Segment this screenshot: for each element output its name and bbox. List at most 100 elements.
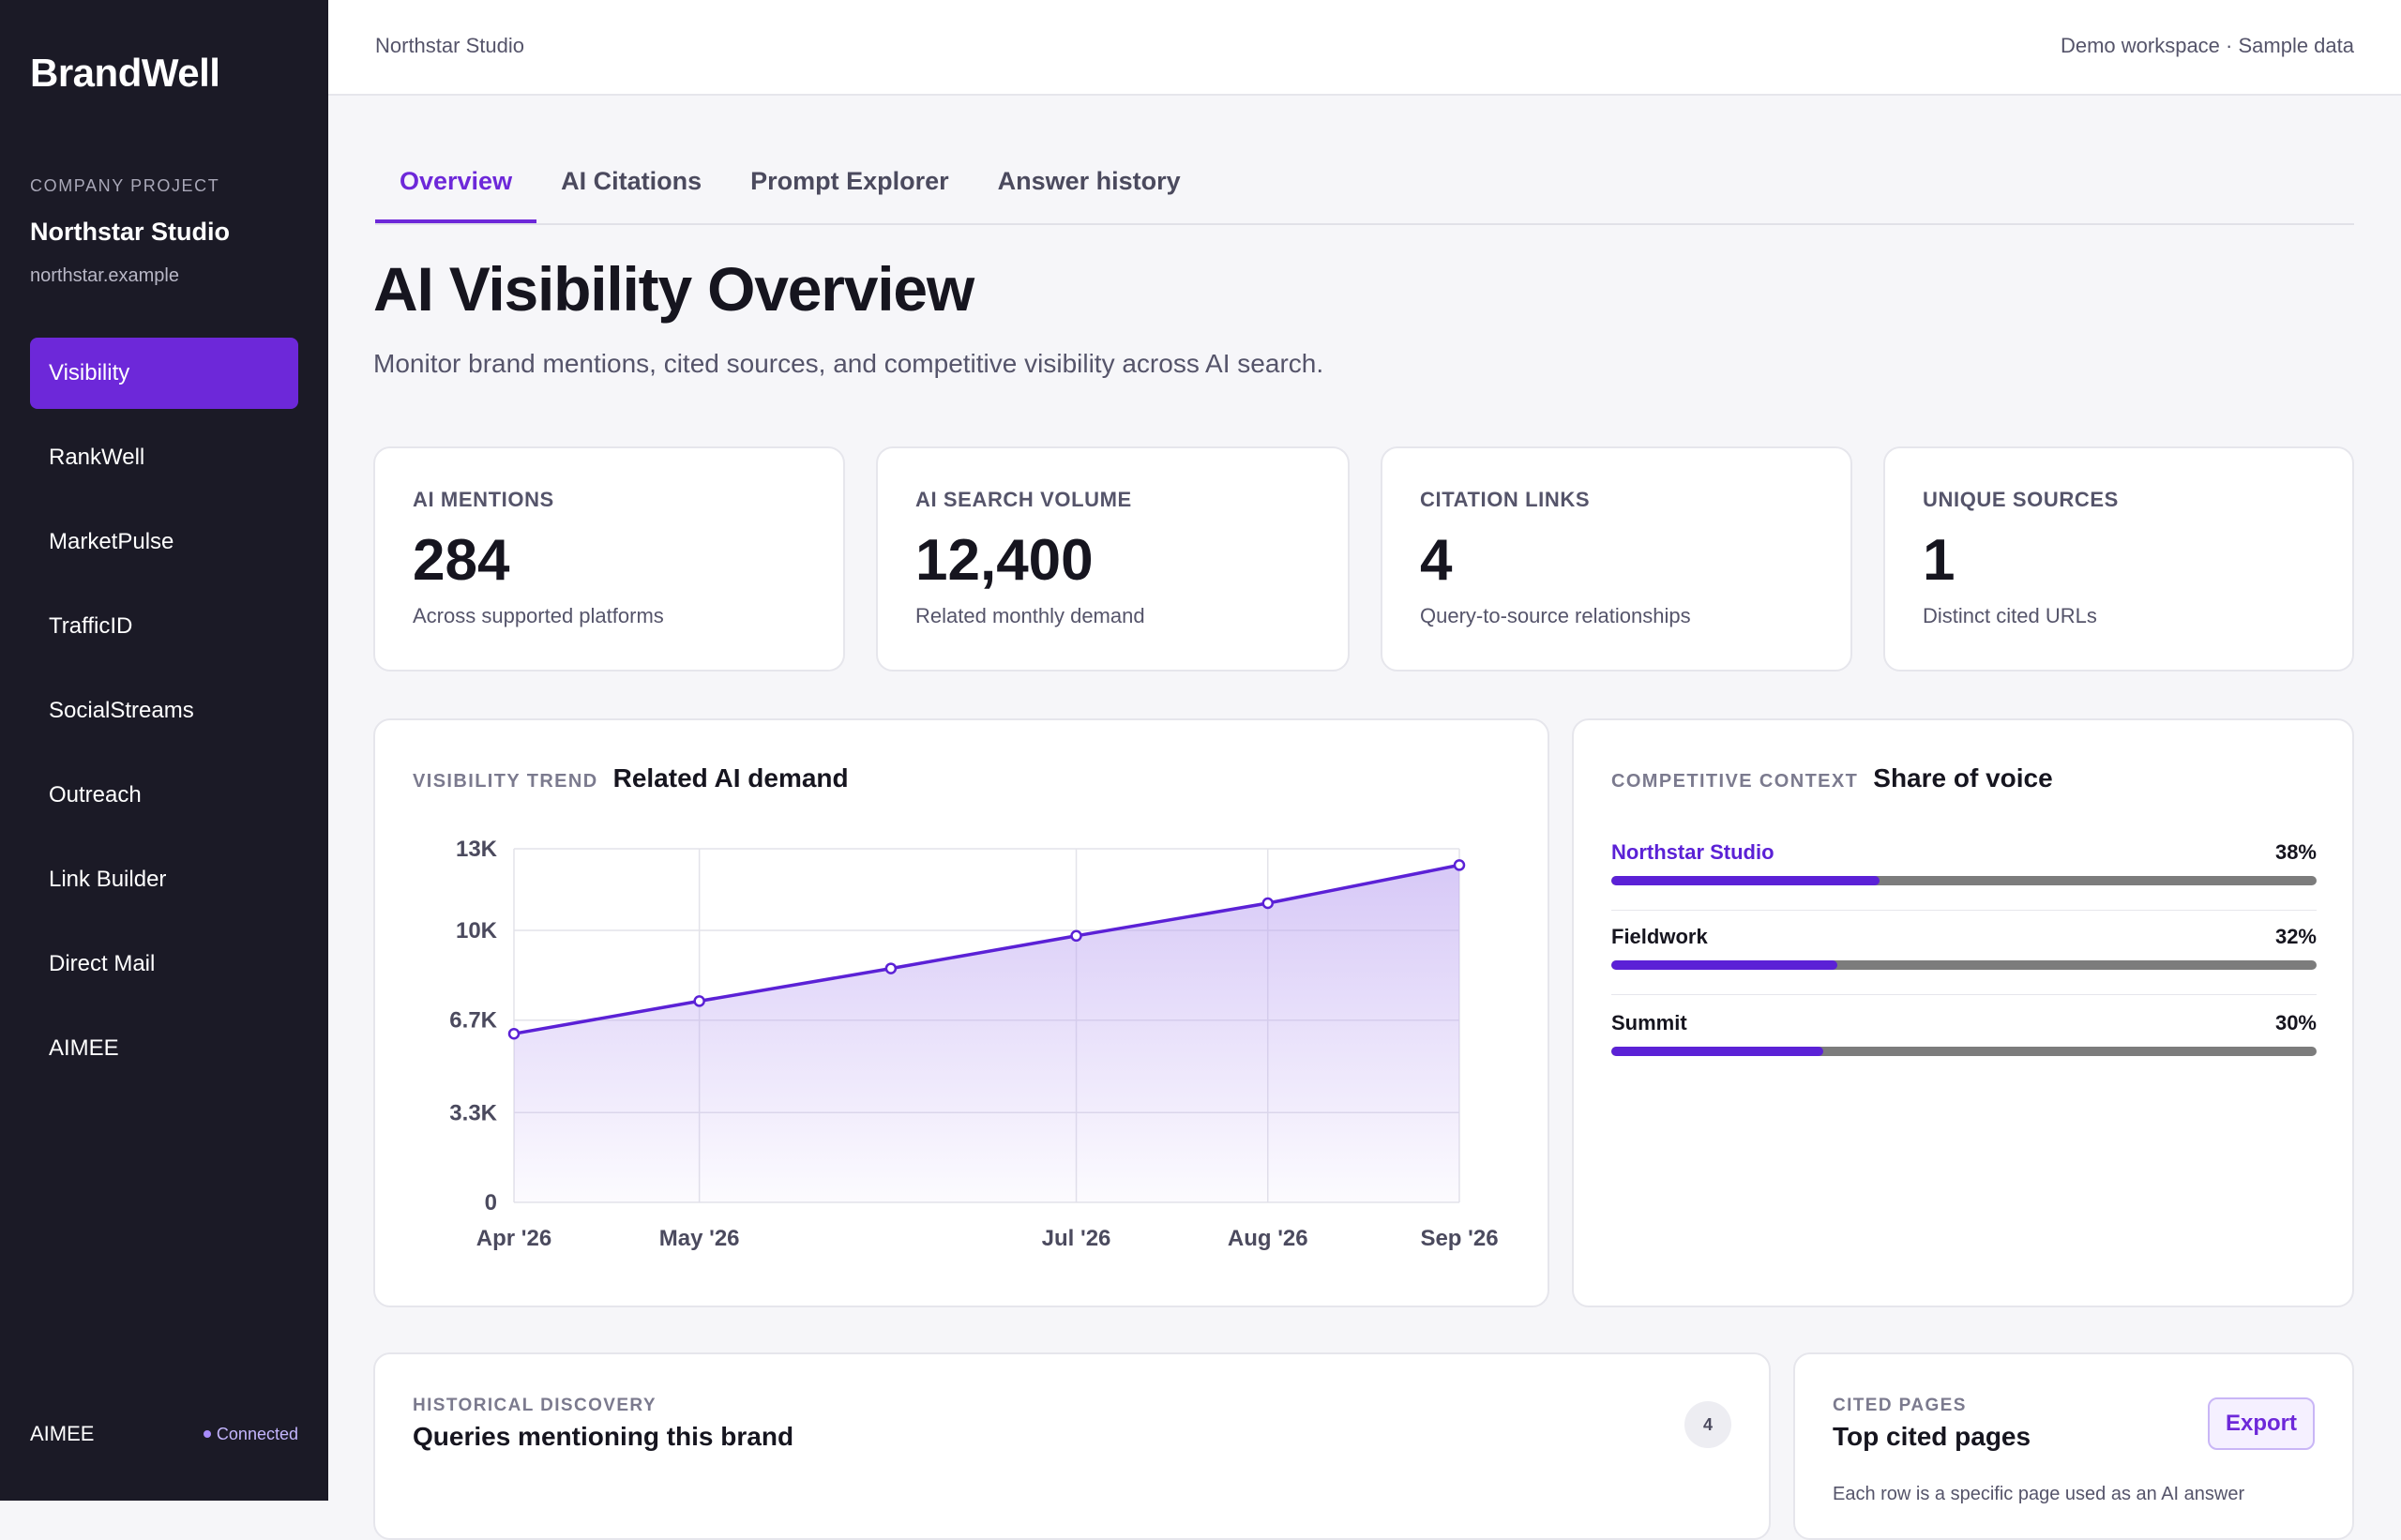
sidebar-item-outreach[interactable]: Outreach xyxy=(30,760,298,831)
kpi-caption: Across supported platforms xyxy=(413,604,664,627)
historical-kicker: HISTORICAL DISCOVERY xyxy=(413,1396,657,1415)
x-tick-label: Sep '26 xyxy=(1420,1226,1498,1251)
kpi-label: AI SEARCH VOLUME xyxy=(915,488,1132,511)
kpi-value: 284 xyxy=(413,528,510,593)
sidebar-item-link-builder[interactable]: Link Builder xyxy=(30,844,298,915)
sidebar-item-label: Outreach xyxy=(49,782,142,808)
status-dot-icon xyxy=(203,1430,211,1438)
sov-row-header: Summit 30% xyxy=(1611,1011,2317,1035)
brand-logo[interactable]: BrandWell xyxy=(30,51,220,95)
sidebar-item-label: Link Builder xyxy=(49,867,167,892)
series-line xyxy=(513,863,1460,1035)
sidebar-item-trafficid[interactable]: TrafficID xyxy=(30,591,298,662)
sidebar-nav: Visibility RankWell MarketPulse TrafficID So… xyxy=(30,338,298,1097)
data-point xyxy=(884,962,898,974)
trend-chart: 0 3.3K 6.7K 10K 13K Apr '26 May '26 Jul '26 Aug … xyxy=(449,837,1498,1251)
sov-row: Summit 30% xyxy=(1611,1011,2317,1056)
cited-pages-description: Each row is a specific page used as an A… xyxy=(1833,1484,2245,1504)
visibility-trend-card: VISIBILITY TREND Related AI demand 0 3.3K… xyxy=(373,718,1549,1307)
sov-row: Northstar Studio 38% xyxy=(1611,840,2317,885)
competitor-name: Fieldwork xyxy=(1611,925,1708,948)
kpi-label: AI MENTIONS xyxy=(413,488,554,511)
data-point xyxy=(507,1027,521,1040)
sidebar-item-visibility[interactable]: Visibility xyxy=(30,338,298,409)
sov-divider xyxy=(1611,910,2317,911)
share-bar-track xyxy=(1611,1047,2317,1056)
page-title: AI Visibility Overview xyxy=(373,254,974,324)
sov-divider xyxy=(1611,994,2317,995)
series-area-fill xyxy=(514,865,1459,1202)
share-bar-fill xyxy=(1611,960,1837,970)
tab-bar: Overview AI Citations Prompt Explorer Answe… xyxy=(375,150,2354,225)
workspace-breadcrumb: Northstar Studio xyxy=(375,34,524,57)
share-bar-fill xyxy=(1611,1047,1823,1056)
kpi-card-citation-links: CITATION LINKS 4 Query-to-source relatio… xyxy=(1381,446,1852,672)
kpi-label: CITATION LINKS xyxy=(1420,488,1591,511)
y-tick-label: 10K xyxy=(456,918,498,944)
sidebar-item-aimee[interactable]: AIMEE xyxy=(30,1013,298,1084)
kpi-caption: Query-to-source relationships xyxy=(1420,604,1691,627)
sidebar-item-rankwell[interactable]: RankWell xyxy=(30,422,298,493)
tab-ai-citations[interactable]: AI Citations xyxy=(561,167,702,195)
share-percent: 30% xyxy=(2274,1011,2317,1034)
kpi-caption: Related monthly demand xyxy=(915,604,1145,627)
x-tick-label: Aug '26 xyxy=(1228,1226,1308,1251)
y-tick-label: 3.3K xyxy=(449,1100,497,1125)
sidebar: BrandWell COMPANY PROJECT Northstar Stud… xyxy=(0,0,328,1501)
share-bar-fill xyxy=(1611,876,1880,885)
cited-pages-card: CITED PAGES Top cited pages Export Each … xyxy=(1793,1352,2354,1540)
trend-title: Related AI demand xyxy=(612,763,849,793)
sov-kicker: COMPETITIVE CONTEXT xyxy=(1611,771,1859,792)
share-percent: 32% xyxy=(2274,925,2317,948)
sidebar-item-marketpulse[interactable]: MarketPulse xyxy=(30,506,298,578)
sov-row-header: Fieldwork 32% xyxy=(1611,925,2317,949)
sidebar-footer: AIMEE Connected xyxy=(30,1422,298,1446)
y-tick-label: 6.7K xyxy=(449,1008,497,1034)
kpi-card-ai-search-volume: AI SEARCH VOLUME 12,400 Related monthly … xyxy=(876,446,1350,672)
sidebar-item-label: TrafficID xyxy=(49,613,133,639)
data-point xyxy=(1070,929,1082,943)
competitor-name[interactable]: Northstar Studio xyxy=(1611,840,1774,864)
export-button[interactable]: Export xyxy=(2208,1397,2315,1450)
tab-answer-history[interactable]: Answer history xyxy=(997,167,1181,195)
sov-header: COMPETITIVE CONTEXT Share of voice xyxy=(1611,763,2053,793)
page-subtitle: Monitor brand mentions, cited sources, a… xyxy=(373,349,1324,378)
share-percent: 38% xyxy=(2274,840,2317,864)
sidebar-item-socialstreams[interactable]: SocialStreams xyxy=(30,675,298,747)
kpi-value: 1 xyxy=(1923,528,1956,593)
cited-pages-title: Top cited pages xyxy=(1833,1422,2031,1451)
data-point xyxy=(1453,859,1466,871)
x-tick-label: Apr '26 xyxy=(476,1226,551,1251)
sidebar-item-direct-mail[interactable]: Direct Mail xyxy=(30,929,298,1000)
sidebar-item-label: MarketPulse xyxy=(49,529,174,554)
data-point xyxy=(1261,897,1275,910)
kpi-card-ai-mentions: AI MENTIONS 284 Across supported platfor… xyxy=(373,446,845,672)
historical-title: Queries mentioning this brand xyxy=(413,1422,794,1451)
kpi-value: 12,400 xyxy=(915,528,1094,593)
x-tick-label: May '26 xyxy=(659,1226,740,1251)
kpi-caption: Distinct cited URLs xyxy=(1923,604,2097,627)
historical-discovery-card: HISTORICAL DISCOVERY Queries mentioning … xyxy=(373,1352,1771,1540)
connection-status: Connected xyxy=(203,1425,298,1444)
tab-prompt-explorer[interactable]: Prompt Explorer xyxy=(750,167,949,195)
sov-row: Fieldwork 32% xyxy=(1611,925,2317,970)
competitor-name: Summit xyxy=(1611,1011,1687,1034)
sidebar-item-label: AIMEE xyxy=(49,1035,119,1061)
trend-kicker: VISIBILITY TREND xyxy=(413,771,598,792)
query-count-badge: 4 xyxy=(1684,1401,1731,1448)
data-point xyxy=(693,995,705,1007)
sidebar-item-label: RankWell xyxy=(49,445,145,470)
cited-pages-kicker: CITED PAGES xyxy=(1833,1396,1967,1415)
sidebar-item-label: Visibility xyxy=(49,360,130,385)
kpi-label: UNIQUE SOURCES xyxy=(1923,488,2119,511)
tab-overview[interactable]: Overview xyxy=(375,150,537,223)
sidebar-item-label: SocialStreams xyxy=(49,698,194,723)
share-of-voice-card: COMPETITIVE CONTEXT Share of voice North… xyxy=(1572,718,2354,1307)
footer-assistant-name[interactable]: AIMEE xyxy=(30,1422,95,1445)
share-bar-track xyxy=(1611,876,2317,885)
y-tick-label: 0 xyxy=(485,1190,497,1215)
sov-title: Share of voice xyxy=(1873,763,2053,793)
y-tick-label: 13K xyxy=(456,837,498,862)
kpi-card-unique-sources: UNIQUE SOURCES 1 Distinct cited URLs xyxy=(1883,446,2354,672)
kpi-value: 4 xyxy=(1420,528,1453,593)
